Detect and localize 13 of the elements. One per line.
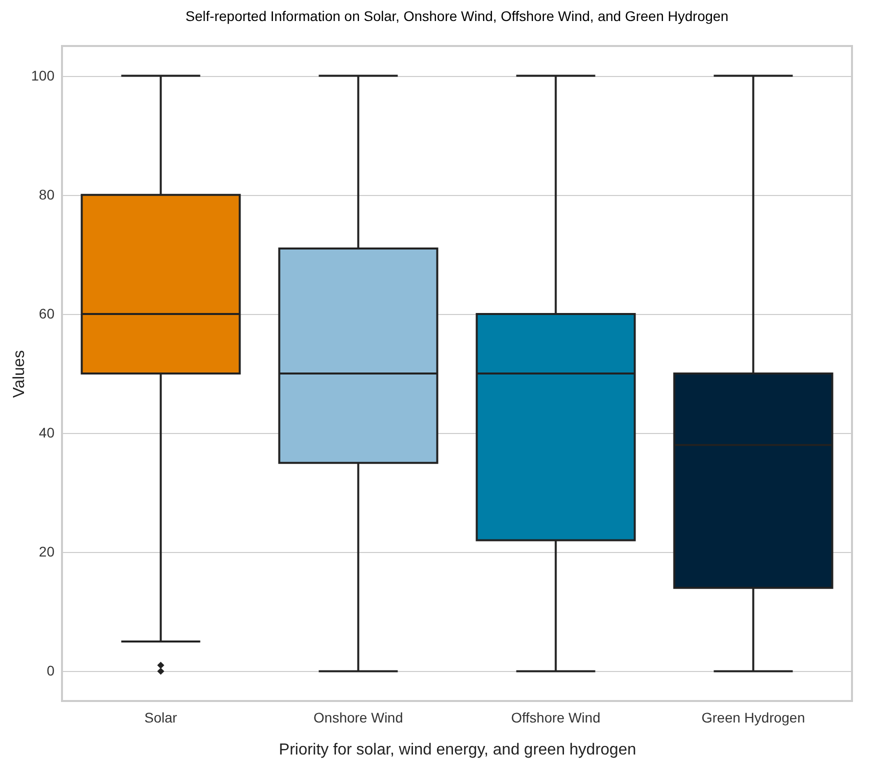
y-tick-label: 80 xyxy=(38,186,55,202)
y-tick-label: 60 xyxy=(38,305,55,322)
y-tick-label: 0 xyxy=(46,662,55,679)
y-tick-label: 20 xyxy=(38,544,55,560)
y-tick-label: 40 xyxy=(38,424,55,441)
x-tick-label: Offshore Wind xyxy=(511,710,600,726)
x-tick-label: Onshore Wind xyxy=(314,710,403,726)
y-tick-label: 100 xyxy=(31,67,55,84)
chart-title: Self-reported Information on Solar, Onshore Wind, Offshore Wind, and Green Hydrogen xyxy=(186,8,728,24)
y-axis-title: Values xyxy=(11,350,28,398)
x-tick-label: Green Hydrogen xyxy=(701,710,806,726)
x-axis-title: Priority for solar, wind energy, and green hydrogen xyxy=(278,742,636,758)
x-tick-label: Solar xyxy=(144,710,178,726)
